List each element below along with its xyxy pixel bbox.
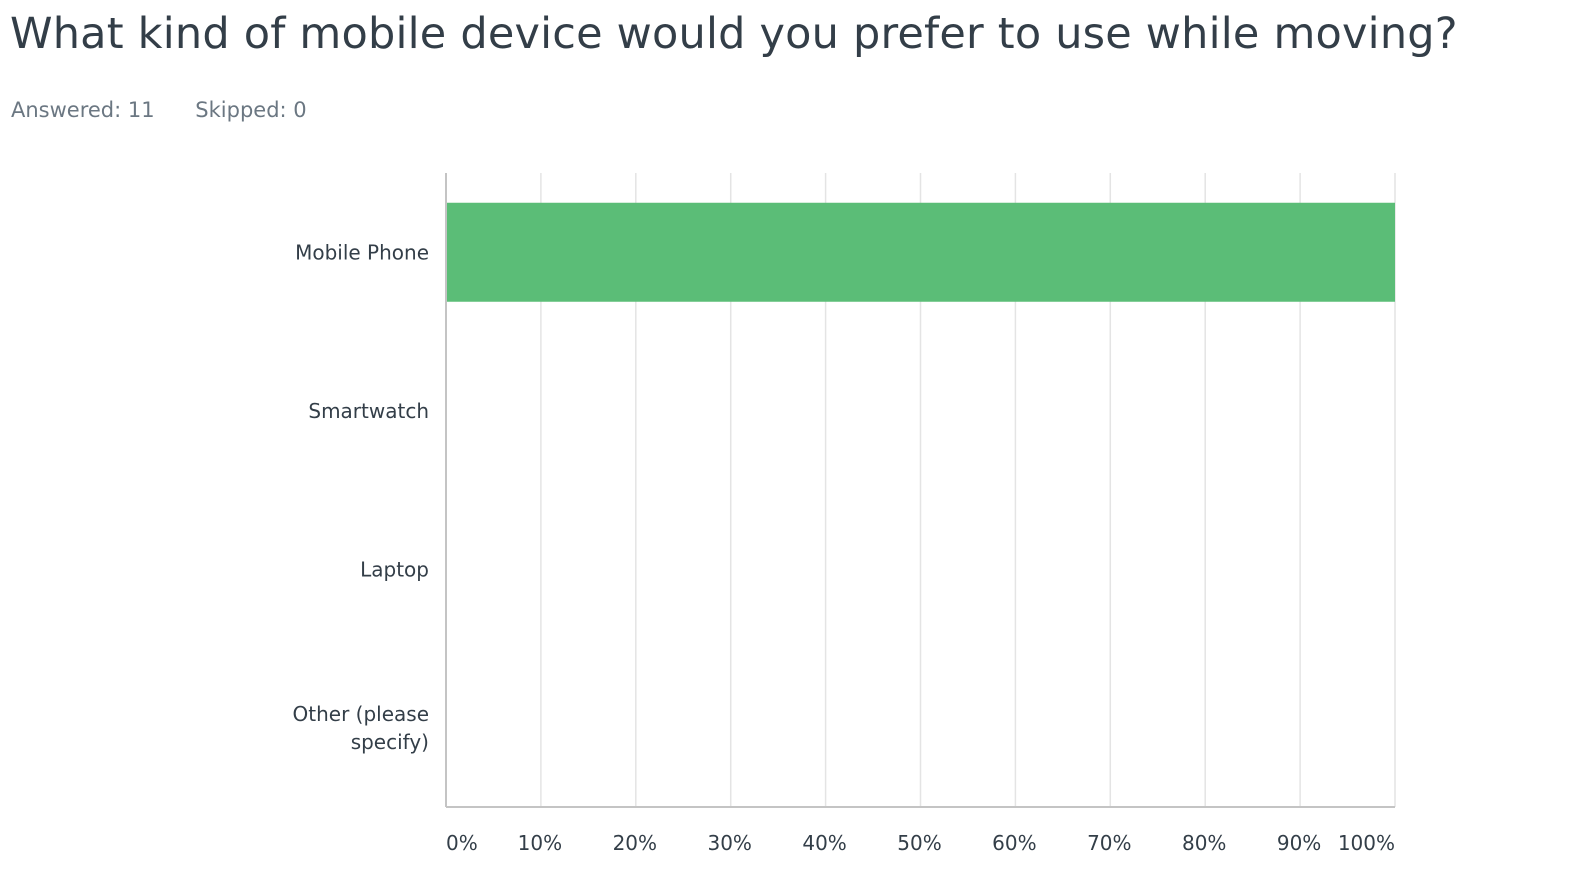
x-tick-label: 0% <box>446 831 478 855</box>
answered-count: Answered: 11 <box>11 98 155 122</box>
x-tick-label: 100% <box>1338 831 1395 855</box>
bars <box>446 202 1395 302</box>
x-tick-label: 20% <box>613 831 657 855</box>
x-tick-label: 40% <box>802 831 846 855</box>
x-tick-label: 60% <box>992 831 1036 855</box>
category-label: specify) <box>351 730 429 754</box>
x-tick-labels: 0% 10% 20% 30% 40% 50% 60% 70% 80% 90% 100% <box>446 831 1395 855</box>
bar-mobile-phone[interactable] <box>446 202 1395 302</box>
response-stats: Answered: 11 Skipped: 0 <box>11 96 307 124</box>
category-label: Smartwatch <box>308 399 429 423</box>
category-label: Mobile Phone <box>295 240 429 264</box>
category-labels: Mobile Phone Smartwatch Laptop Other (pleas… <box>293 240 429 754</box>
x-tick-label: 30% <box>707 831 751 855</box>
question-title: What kind of mobile device would you pre… <box>10 9 1458 59</box>
axes <box>445 173 1395 808</box>
x-tick-label: 10% <box>518 831 562 855</box>
x-tick-label: 50% <box>897 831 941 855</box>
x-tick-label: 70% <box>1087 831 1131 855</box>
x-tick-label: 90% <box>1277 831 1321 855</box>
category-label: Other (please <box>293 702 429 726</box>
skipped-count: Skipped: 0 <box>195 98 307 122</box>
category-label: Laptop <box>360 557 429 581</box>
x-tick-label: 80% <box>1182 831 1226 855</box>
